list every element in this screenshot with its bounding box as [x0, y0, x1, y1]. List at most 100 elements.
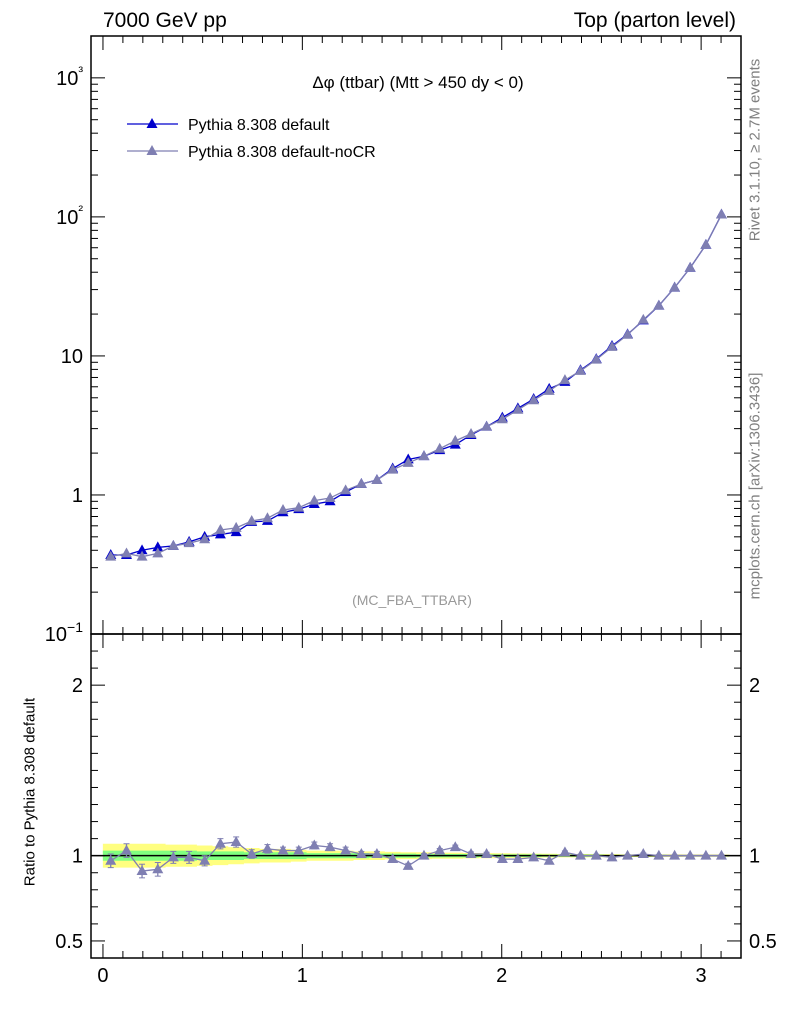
nocr-data-point	[246, 515, 258, 525]
y-tick-label: 1	[72, 485, 83, 507]
nocr-data-point	[324, 492, 336, 503]
nocr-data-point	[559, 374, 571, 385]
ratio-data-point	[434, 844, 446, 855]
nocr-data-point	[669, 281, 681, 292]
ratio-data-point	[105, 854, 117, 865]
ratio-data-point	[481, 848, 493, 858]
nocr-data-point	[700, 238, 712, 249]
ratio-data-point	[637, 848, 649, 858]
nocr-data-point	[355, 478, 367, 488]
ratio-data-point	[496, 853, 508, 864]
ratio-y-tick-label-right: 2	[749, 675, 760, 697]
ratio-data-point	[574, 849, 586, 860]
ratio-data-point	[512, 853, 524, 864]
ratio-panel-frame	[90, 633, 742, 959]
nocr-data-point	[105, 550, 117, 561]
nocr-data-point	[230, 521, 242, 532]
nocr-data-point	[308, 494, 320, 505]
x-tick-label: 0	[97, 965, 108, 987]
ratio-data-point	[371, 848, 383, 858]
nocr-data-point	[152, 547, 164, 558]
nocr-data-point	[293, 501, 305, 512]
nocr-data-point	[277, 504, 289, 514]
nocr-data-point	[183, 537, 195, 548]
ratio-data-point	[340, 844, 352, 855]
ratio-data-point	[606, 851, 618, 862]
legend-entry: Pythia 8.308 default-noCR	[188, 144, 376, 161]
ratio-data-point	[324, 841, 336, 852]
ratio-y-tick-label: 2	[72, 675, 83, 697]
x-tick-label: 3	[696, 965, 707, 987]
x-tick-label: 1	[297, 965, 308, 987]
nocr-data-point	[622, 328, 634, 339]
nocr-data-point	[481, 420, 493, 431]
ratio-data-point	[528, 851, 540, 862]
ratio-data-point	[261, 842, 273, 853]
ratio-data-point	[700, 849, 712, 860]
nocr-data-point	[402, 456, 414, 467]
ratio-data-point	[120, 844, 132, 855]
ratio-data-point	[590, 849, 602, 860]
ratio-data-point	[387, 853, 399, 864]
nocr-data-point	[715, 208, 727, 219]
ratio-data-point	[418, 849, 430, 860]
nocr-data-point	[214, 524, 226, 534]
process-label: Top (parton level)	[573, 9, 736, 32]
y-tick-label: 10−1	[45, 619, 83, 646]
ratio-data-point	[183, 851, 195, 862]
ratio-y-axis-label: Ratio to Pythia 8.308 default	[21, 697, 39, 887]
ratio-data-point	[277, 844, 289, 855]
nocr-data-point	[418, 450, 430, 461]
default-data-point	[152, 541, 164, 552]
nocr-data-point	[543, 384, 555, 395]
nocr-data-point	[684, 261, 696, 272]
ratio-data-point	[246, 848, 258, 858]
y-tick-label: 10²	[56, 202, 83, 229]
ratio-data-point	[449, 841, 461, 852]
nocr-data-point	[449, 434, 461, 445]
nocr-data-point	[653, 299, 665, 310]
ratio-data-point	[715, 849, 727, 860]
rivet-version-label: Rivet 3.1.10, ≥ 2.7M events	[746, 58, 764, 242]
source-label: mcplots.cern.ch [arXiv:1306.3436]	[746, 372, 764, 600]
ratio-data-point	[308, 839, 320, 850]
ratio-data-point	[230, 836, 242, 847]
ratio-data-point	[622, 849, 634, 860]
nocr-series-line	[110, 214, 723, 558]
ratio-data-point	[152, 863, 164, 874]
nocr-data-point	[574, 364, 586, 375]
default-data-point	[136, 544, 148, 555]
nocr-data-point	[434, 442, 446, 453]
ratio-data-point	[214, 837, 226, 848]
nocr-data-point	[261, 512, 273, 523]
nocr-data-point	[590, 353, 602, 364]
nocr-data-point	[637, 313, 649, 324]
ratio-data-point	[669, 849, 681, 860]
nocr-data-point	[340, 484, 352, 495]
ratio-data-point	[136, 865, 148, 875]
nocr-data-point	[167, 539, 179, 550]
nocr-data-point	[199, 533, 211, 544]
ratio-data-point	[167, 851, 179, 862]
plot-title: Δφ (ttbar) (Mtt > 450 dy < 0)	[312, 73, 523, 92]
collision-energy-label: 7000 GeV pp	[103, 9, 227, 32]
y-tick-label: 10³	[56, 63, 83, 90]
ratio-y-tick-label: 0.5	[55, 931, 83, 953]
legend-marker	[146, 145, 158, 155]
nocr-data-point	[136, 550, 148, 561]
ratio-data-point	[355, 848, 367, 858]
legend-entry: Pythia 8.308 default	[188, 117, 330, 134]
ratio-data-point	[293, 844, 305, 855]
default-series-line	[110, 214, 723, 556]
nocr-data-point	[387, 463, 399, 474]
ratio-series-line	[110, 841, 722, 872]
ratio-data-point	[684, 849, 696, 860]
ratio-data-point	[465, 848, 477, 858]
ratio-data-point	[199, 854, 211, 865]
ratio-data-point	[653, 849, 665, 860]
ratio-y-tick-label: 1	[72, 846, 83, 868]
y-tick-label: 10	[61, 346, 83, 368]
ratio-data-point	[402, 859, 414, 870]
analysis-watermark: (MC_FBA_TTBAR)	[352, 592, 472, 608]
x-tick-label: 2	[496, 965, 507, 987]
